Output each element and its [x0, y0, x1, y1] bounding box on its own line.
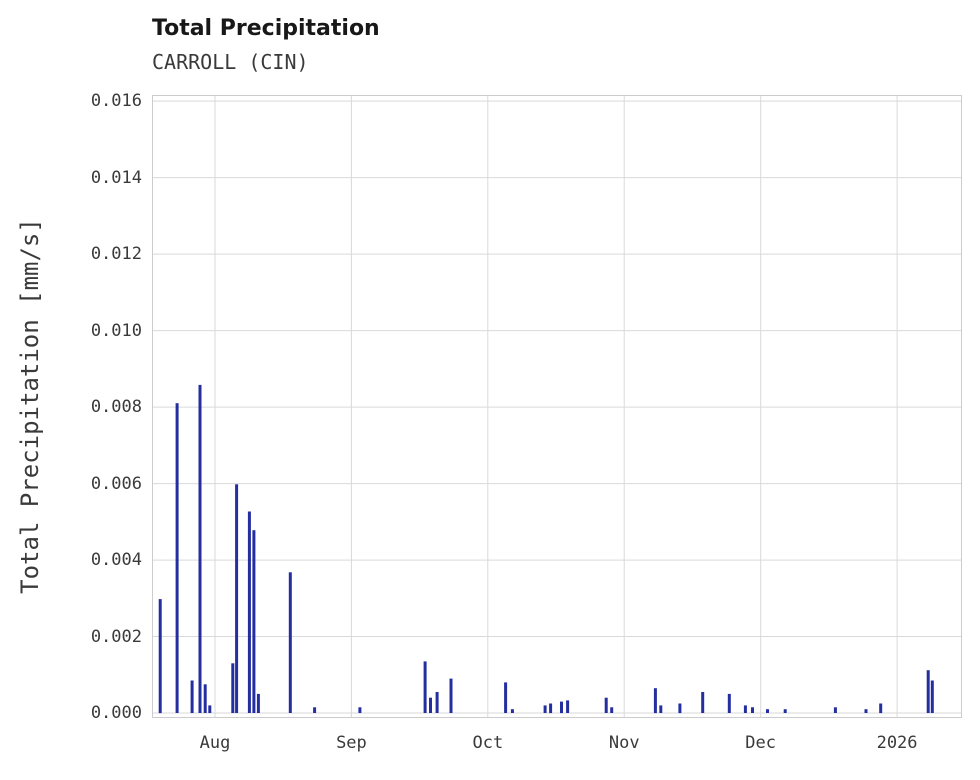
- x-axis-tick-label: Aug: [199, 733, 231, 753]
- y-axis-tick-label: 0.002: [90, 626, 142, 647]
- y-axis-tick-label: 0.006: [90, 473, 142, 494]
- y-axis-tick-label: 0.000: [90, 703, 142, 724]
- y-axis-tick-label: 0.012: [90, 244, 142, 265]
- plot-area: [152, 95, 962, 718]
- y-axis-tick-label: 0.014: [90, 167, 142, 188]
- chart-title: Total Precipitation: [152, 16, 380, 41]
- y-axis-label: Total Precipitation [mm/s]: [16, 218, 44, 594]
- y-axis-tick-label: 0.004: [90, 550, 142, 571]
- y-axis-tick-label: 0.008: [90, 397, 142, 418]
- precipitation-bar-chart: [152, 95, 962, 718]
- x-axis-tick-label: Nov: [608, 733, 640, 753]
- x-axis-tick-label: Oct: [472, 733, 504, 753]
- y-axis-tick-label: 0.010: [90, 320, 142, 341]
- x-axis-tick-label: Dec: [745, 733, 777, 753]
- chart-subtitle: CARROLL (CIN): [152, 50, 309, 74]
- x-axis-tick-label: Sep: [336, 733, 367, 753]
- x-axis-tick-label: 2026: [876, 733, 918, 753]
- y-axis-tick-label: 0.016: [90, 91, 142, 112]
